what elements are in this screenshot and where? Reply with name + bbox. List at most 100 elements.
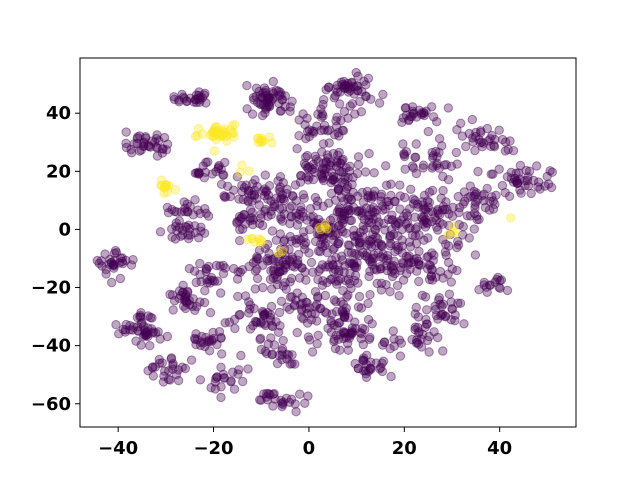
scatter-point-class-0 — [253, 97, 263, 108]
scatter-point-class-0 — [343, 202, 353, 212]
scatter-point-class-0 — [135, 310, 146, 321]
scatter-point-class-0 — [140, 133, 151, 143]
scatter-point-class-0 — [131, 336, 141, 346]
scatter-point-class-0 — [336, 158, 346, 168]
scatter-point-class-0 — [392, 217, 402, 227]
scatter-point-class-0 — [330, 265, 340, 275]
scatter-point-class-1 — [190, 131, 201, 142]
scatter-point-class-0 — [431, 146, 441, 157]
scatter-point-class-0 — [511, 168, 521, 178]
scatter-point-class-0 — [470, 145, 480, 156]
scatter-point-class-0 — [298, 190, 308, 200]
scatter-point-class-0 — [184, 295, 195, 306]
scatter-point-class-0 — [224, 317, 235, 327]
scatter-point-class-0 — [269, 340, 280, 350]
scatter-point-class-0 — [180, 363, 191, 374]
scatter-point-class-0 — [121, 142, 132, 153]
scatter-point-class-0 — [158, 144, 168, 154]
scatter-point-class-0 — [344, 192, 354, 202]
scatter-point-class-0 — [263, 93, 273, 104]
scatter-point-class-0 — [343, 247, 353, 258]
scatter-point-class-0 — [232, 274, 243, 284]
scatter-point-class-0 — [349, 275, 360, 286]
scatter-point-class-0 — [260, 170, 270, 180]
scatter-point-class-0 — [436, 310, 446, 321]
scatter-point-class-0 — [248, 92, 259, 103]
scatter-point-class-0 — [141, 330, 151, 340]
scatter-point-class-0 — [492, 274, 502, 285]
scatter-point-class-0 — [385, 231, 395, 241]
scatter-point-class-0 — [347, 326, 357, 336]
scatter-point-class-0 — [528, 175, 539, 186]
scatter-point-class-0 — [503, 144, 513, 155]
scatter-point-class-0 — [351, 67, 361, 78]
scatter-point-class-0 — [452, 125, 462, 135]
scatter-point-class-0 — [340, 187, 351, 197]
scatter-point-class-0 — [419, 216, 429, 226]
scatter-point-class-0 — [301, 133, 311, 144]
scatter-point-class-0 — [235, 309, 245, 320]
scatter-point-class-0 — [181, 291, 191, 302]
scatter-point-class-0 — [251, 91, 261, 102]
scatter-point-class-0 — [427, 264, 437, 275]
scatter-point-class-0 — [133, 326, 143, 336]
scatter-point-class-0 — [376, 252, 386, 262]
scatter-point-class-0 — [145, 312, 156, 323]
scatter-point-class-0 — [376, 278, 387, 288]
scatter-point-class-0 — [266, 266, 276, 276]
scatter-point-class-0 — [385, 241, 395, 251]
scatter-point-class-0 — [375, 364, 385, 374]
scatter-point-class-0 — [355, 227, 365, 238]
scatter-point-class-0 — [422, 264, 433, 274]
scatter-point-class-0 — [353, 206, 364, 217]
scatter-point-class-0 — [310, 151, 320, 162]
scatter-point-class-0 — [389, 196, 400, 207]
scatter-point-class-0 — [312, 201, 322, 211]
scatter-point-class-0 — [376, 264, 386, 274]
scatter-point-class-0 — [352, 249, 362, 259]
scatter-point-class-0 — [312, 339, 322, 349]
scatter-point-class-0 — [154, 358, 165, 368]
scatter-point-class-0 — [304, 303, 314, 313]
scatter-point-class-0 — [179, 295, 190, 305]
scatter-point-class-0 — [379, 337, 390, 347]
scatter-point-class-0 — [427, 248, 437, 258]
scatter-point-class-0 — [512, 176, 522, 186]
scatter-point-class-0 — [247, 109, 258, 119]
scatter-point-class-0 — [193, 93, 203, 104]
scatter-point-class-0 — [310, 192, 321, 203]
scatter-point-class-0 — [423, 202, 433, 212]
scatter-point-class-0 — [133, 322, 143, 332]
scatter-point-class-0 — [216, 179, 227, 190]
scatter-point-class-0 — [405, 223, 415, 233]
scatter-point-class-1 — [208, 126, 219, 137]
scatter-point-class-0 — [322, 220, 332, 230]
scatter-point-class-0 — [417, 197, 427, 207]
scatter-point-class-0 — [202, 278, 213, 288]
scatter-point-class-0 — [139, 330, 150, 340]
scatter-point-class-0 — [264, 181, 275, 191]
scatter-point-class-0 — [408, 194, 418, 204]
scatter-point-class-0 — [453, 240, 464, 250]
scatter-point-class-0 — [347, 179, 357, 190]
scatter-point-class-0 — [420, 204, 430, 214]
scatter-point-class-0 — [311, 220, 322, 230]
scatter-point-class-0 — [389, 334, 399, 344]
scatter-point-class-0 — [412, 266, 422, 276]
scatter-point-class-0 — [416, 212, 427, 223]
scatter-point-class-0 — [500, 188, 510, 198]
scatter-point-class-1 — [209, 127, 220, 138]
scatter-point-class-0 — [378, 201, 388, 211]
scatter-point-class-0 — [427, 185, 438, 196]
scatter-point-class-0 — [306, 315, 317, 325]
scatter-point-class-0 — [328, 260, 338, 270]
scatter-point-class-0 — [287, 292, 297, 302]
scatter-point-class-0 — [330, 230, 340, 240]
scatter-point-class-0 — [268, 76, 278, 87]
scatter-point-class-0 — [211, 260, 222, 271]
scatter-point-class-0 — [515, 174, 525, 184]
scatter-point-class-0 — [201, 98, 211, 108]
scatter-point-class-0 — [199, 90, 209, 100]
scatter-point-class-0 — [438, 309, 448, 320]
scatter-point-class-0 — [182, 96, 192, 107]
